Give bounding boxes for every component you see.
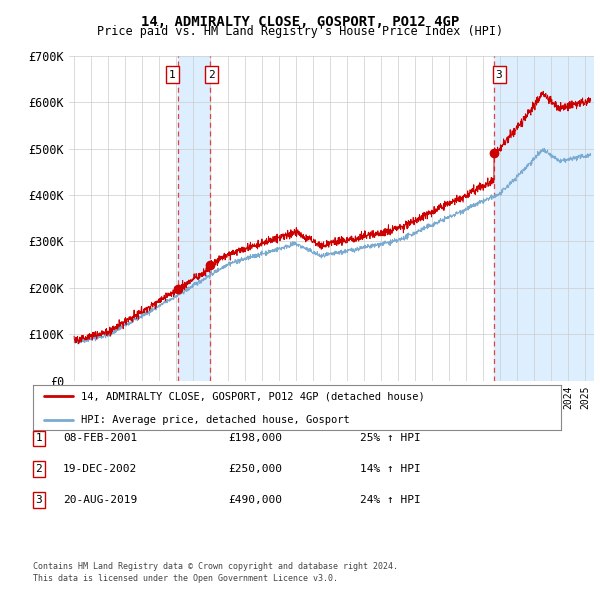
Text: 08-FEB-2001: 08-FEB-2001	[63, 434, 137, 443]
Text: This data is licensed under the Open Government Licence v3.0.: This data is licensed under the Open Gov…	[33, 574, 338, 583]
Text: Price paid vs. HM Land Registry's House Price Index (HPI): Price paid vs. HM Land Registry's House …	[97, 25, 503, 38]
Text: Contains HM Land Registry data © Crown copyright and database right 2024.: Contains HM Land Registry data © Crown c…	[33, 562, 398, 571]
Text: HPI: Average price, detached house, Gosport: HPI: Average price, detached house, Gosp…	[80, 415, 349, 425]
Text: 3: 3	[496, 70, 502, 80]
Bar	[494, 56, 594, 381]
Text: 1: 1	[35, 434, 43, 443]
Text: 14% ↑ HPI: 14% ↑ HPI	[360, 464, 421, 474]
Text: 19-DEC-2002: 19-DEC-2002	[63, 464, 137, 474]
Text: £198,000: £198,000	[228, 434, 282, 443]
Text: 24% ↑ HPI: 24% ↑ HPI	[360, 495, 421, 504]
Text: 2: 2	[208, 70, 215, 80]
Text: 2: 2	[35, 464, 43, 474]
Text: 14, ADMIRALTY CLOSE, GOSPORT, PO12 4GP: 14, ADMIRALTY CLOSE, GOSPORT, PO12 4GP	[141, 15, 459, 29]
Text: 3: 3	[35, 495, 43, 504]
Bar	[178, 56, 210, 381]
Text: 1: 1	[169, 70, 175, 80]
Text: 14, ADMIRALTY CLOSE, GOSPORT, PO12 4GP (detached house): 14, ADMIRALTY CLOSE, GOSPORT, PO12 4GP (…	[80, 391, 424, 401]
Text: £490,000: £490,000	[228, 495, 282, 504]
Text: 20-AUG-2019: 20-AUG-2019	[63, 495, 137, 504]
Text: £250,000: £250,000	[228, 464, 282, 474]
Text: 25% ↑ HPI: 25% ↑ HPI	[360, 434, 421, 443]
